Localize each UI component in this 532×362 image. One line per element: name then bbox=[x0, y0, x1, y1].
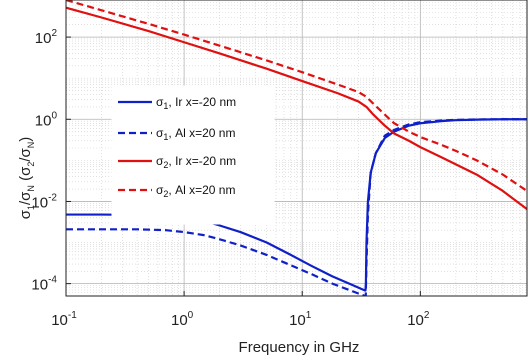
legend-box bbox=[111, 85, 275, 225]
legend-text: , Al x=20 nm bbox=[168, 126, 235, 140]
legend-text: , Ir x=-20 nm bbox=[168, 154, 236, 168]
x-tick-base: 10 bbox=[407, 312, 424, 329]
series-line-3 bbox=[66, 6, 527, 211]
y-label-slash2: /σ bbox=[17, 147, 34, 161]
x-tick-label: 101 bbox=[289, 310, 312, 329]
x-tick-exp: 2 bbox=[424, 310, 430, 321]
y-tick-base: 10 bbox=[31, 194, 48, 211]
y-tick-label: 102 bbox=[35, 28, 58, 47]
y-label-subN: N bbox=[26, 185, 36, 192]
y-tick-base: 10 bbox=[35, 30, 52, 47]
series-line-2 bbox=[66, 118, 527, 296]
y-tick-label: 100 bbox=[35, 110, 58, 129]
y-tick-label: 10-4 bbox=[31, 275, 57, 294]
y-tick-exp: 0 bbox=[51, 110, 57, 121]
legend-sigma: σ bbox=[156, 95, 164, 109]
legend-label-3: σ2, Ir x=-20 nm bbox=[156, 154, 236, 170]
y-label-paren-open: (σ bbox=[17, 166, 34, 185]
x-tick-label: 102 bbox=[407, 310, 430, 329]
series-line-4 bbox=[66, 0, 527, 192]
legend-label-2: σ1, Al x=20 nm bbox=[156, 126, 235, 142]
x-tick-base: 10 bbox=[51, 312, 68, 329]
plot-frame bbox=[65, 0, 528, 297]
y-label-sigma1: σ bbox=[17, 209, 34, 219]
x-tick-exp: 1 bbox=[306, 310, 312, 321]
legend-subscript: 1 bbox=[163, 132, 168, 142]
legend-text: , Al x=20 nm bbox=[168, 183, 235, 197]
x-axis-ticks: 10-1 100 101 102 bbox=[51, 291, 430, 329]
legend-subscript: 2 bbox=[163, 189, 168, 199]
y-label-sub2: 2 bbox=[26, 162, 36, 167]
x-axis-label: Frequency in GHz bbox=[239, 339, 360, 356]
y-axis-label: σ1/σN (σ2/σN) bbox=[17, 137, 36, 220]
legend-sigma: σ bbox=[156, 126, 164, 140]
x-tick-label: 100 bbox=[171, 310, 194, 329]
legend-text: , Ir x=-20 nm bbox=[168, 95, 236, 109]
y-tick-exp: -2 bbox=[48, 192, 57, 203]
x-tick-label: 10-1 bbox=[51, 310, 77, 329]
x-tick-base: 10 bbox=[289, 312, 306, 329]
legend-subscript: 1 bbox=[163, 101, 168, 111]
y-label-slash1: /σ bbox=[17, 191, 34, 205]
minor-grid bbox=[66, 0, 528, 297]
y-tick-base: 10 bbox=[31, 277, 48, 294]
legend-label-1: σ1, Ir x=-20 nm bbox=[156, 95, 236, 111]
legend-sigma: σ bbox=[156, 183, 164, 197]
legend-subscript: 2 bbox=[163, 160, 168, 170]
y-label-sub1: 1 bbox=[26, 205, 36, 210]
y-tick-label: 10-2 bbox=[31, 192, 57, 211]
y-label-paren-close: ) bbox=[17, 137, 34, 142]
x-tick-exp: 0 bbox=[188, 310, 194, 321]
y-tick-exp: 2 bbox=[51, 28, 57, 39]
y-tick-base: 10 bbox=[35, 112, 52, 129]
x-tick-exp: -1 bbox=[68, 310, 77, 321]
legend-label-4: σ2, Al x=20 nm bbox=[156, 183, 235, 199]
plot-area bbox=[65, 0, 528, 297]
y-tick-exp: -4 bbox=[48, 275, 57, 286]
y-label-subN2: N bbox=[26, 142, 36, 149]
legend-sigma: σ bbox=[156, 154, 164, 168]
x-tick-base: 10 bbox=[171, 312, 188, 329]
